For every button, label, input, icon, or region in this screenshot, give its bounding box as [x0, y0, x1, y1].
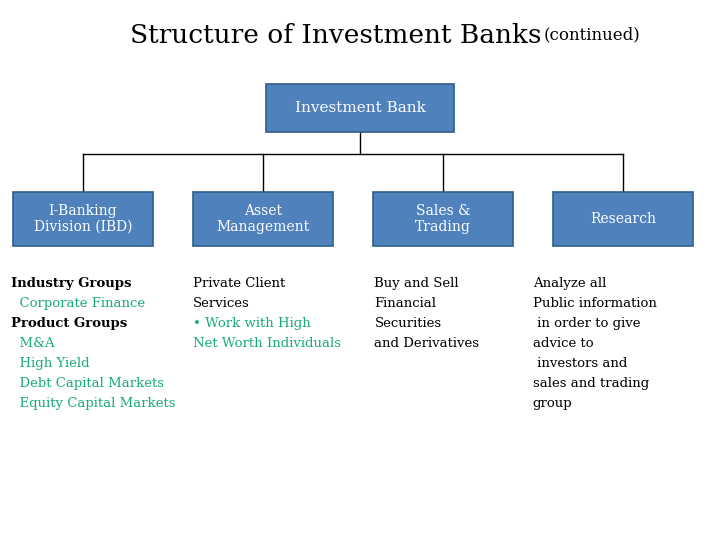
- Text: investors and: investors and: [533, 357, 627, 370]
- FancyBboxPatch shape: [373, 192, 513, 246]
- Text: Buy and Sell: Buy and Sell: [374, 277, 459, 290]
- Text: in order to give: in order to give: [533, 317, 640, 330]
- Text: (continued): (continued): [544, 26, 640, 44]
- Text: I-Banking
Division (IBD): I-Banking Division (IBD): [34, 204, 132, 234]
- Text: Corporate Finance: Corporate Finance: [11, 297, 145, 310]
- Text: Services: Services: [193, 297, 250, 310]
- Text: Research: Research: [590, 212, 656, 226]
- Text: Sales &
Trading: Sales & Trading: [415, 204, 471, 234]
- Text: Net Worth Individuals: Net Worth Individuals: [193, 337, 341, 350]
- Text: High Yield: High Yield: [11, 357, 89, 370]
- FancyBboxPatch shape: [266, 84, 454, 132]
- Text: sales and trading: sales and trading: [533, 377, 649, 390]
- Text: Industry Groups: Industry Groups: [11, 277, 131, 290]
- FancyBboxPatch shape: [553, 192, 693, 246]
- Text: M&A: M&A: [11, 337, 55, 350]
- Text: Equity Capital Markets: Equity Capital Markets: [11, 397, 175, 410]
- FancyBboxPatch shape: [13, 192, 153, 246]
- Text: Product Groups: Product Groups: [11, 317, 127, 330]
- Text: Public information: Public information: [533, 297, 657, 310]
- Text: Debt Capital Markets: Debt Capital Markets: [11, 377, 164, 390]
- FancyBboxPatch shape: [192, 192, 333, 246]
- Text: Investment Bank: Investment Bank: [294, 101, 426, 115]
- Text: Securities: Securities: [374, 317, 441, 330]
- Text: • Work with High: • Work with High: [193, 317, 311, 330]
- Text: Structure of Investment Banks: Structure of Investment Banks: [130, 23, 541, 48]
- Text: group: group: [533, 397, 572, 410]
- Text: Financial: Financial: [374, 297, 436, 310]
- Text: Private Client: Private Client: [193, 277, 285, 290]
- Text: Asset
Management: Asset Management: [216, 204, 310, 234]
- Text: Analyze all: Analyze all: [533, 277, 606, 290]
- Text: and Derivatives: and Derivatives: [374, 337, 480, 350]
- Text: advice to: advice to: [533, 337, 593, 350]
